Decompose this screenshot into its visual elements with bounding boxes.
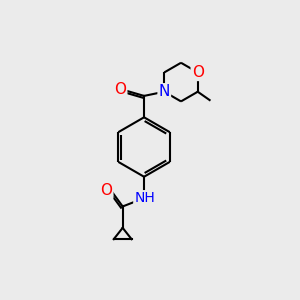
Text: O: O xyxy=(100,183,112,198)
Text: NH: NH xyxy=(134,191,155,205)
Text: O: O xyxy=(192,65,204,80)
Text: N: N xyxy=(159,84,170,99)
Text: O: O xyxy=(114,82,126,97)
